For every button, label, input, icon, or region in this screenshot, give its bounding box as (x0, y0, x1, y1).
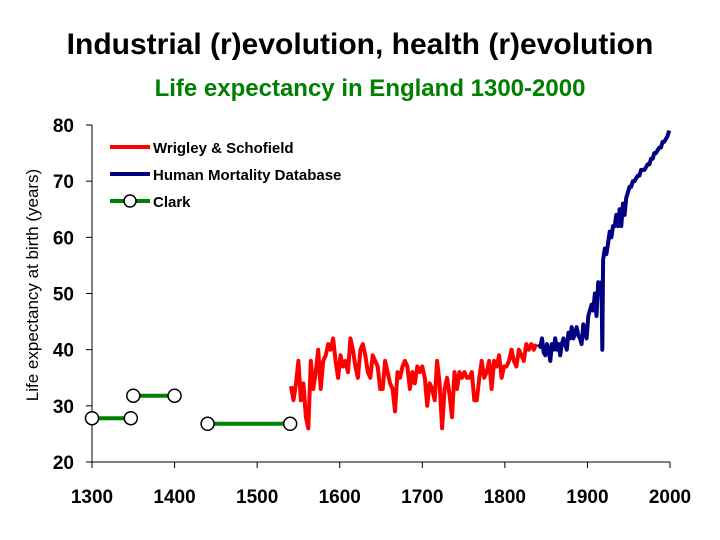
clark-marker (126, 388, 141, 403)
legend-label: Clark (153, 194, 191, 211)
x-tick-label: 1600 (319, 487, 361, 508)
legend-label: Human Mortality Database (153, 167, 341, 184)
clark-marker (167, 388, 182, 403)
wrigley-schofield-line (289, 336, 539, 431)
x-tick-label: 2000 (649, 487, 691, 508)
clark-marker (84, 410, 100, 426)
x-tick-label: 1700 (401, 487, 443, 508)
clark-marker (123, 410, 139, 426)
legend-marker (123, 194, 137, 208)
x-tick-label: 1500 (236, 487, 278, 508)
clark-marker (282, 416, 298, 432)
y-tick-label: 70 (53, 172, 74, 193)
y-tick-label: 20 (53, 453, 74, 474)
clark-marker (200, 416, 215, 432)
x-tick-label: 1800 (484, 487, 526, 508)
x-tick-label: 1400 (153, 487, 195, 508)
slide-title: Industrial (r)evolution, health (r)evolu… (66, 28, 654, 61)
y-tick-label: 50 (53, 285, 74, 306)
y-tick-label: 80 (53, 116, 74, 137)
y-axis-title: Life expectancy at birth (years) (23, 169, 42, 401)
y-tick-label: 30 (53, 397, 74, 418)
legend: Wrigley & Schofield Human Mortality Datab… (110, 140, 341, 211)
x-tick-label: 1900 (566, 487, 608, 508)
y-tick-label: 40 (53, 341, 74, 362)
y-tick-label: 60 (53, 228, 74, 249)
chart-title: Life expectancy in England 1300-2000 (155, 75, 586, 102)
hmd-line (536, 130, 672, 363)
x-tick-label: 1300 (71, 487, 113, 508)
legend-label: Wrigley & Schofield (153, 140, 294, 157)
plot-area: 20 30 40 50 60 70 80 1300 1400 1500 1600 1700 1800 19… (53, 116, 691, 508)
